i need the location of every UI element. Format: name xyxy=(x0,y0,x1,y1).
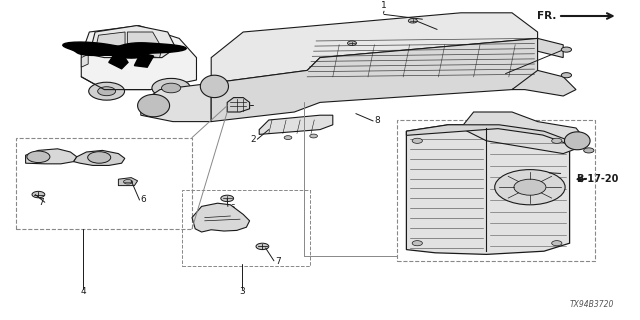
Polygon shape xyxy=(26,149,77,164)
Circle shape xyxy=(408,19,417,23)
Polygon shape xyxy=(138,94,170,117)
Polygon shape xyxy=(127,32,162,58)
Polygon shape xyxy=(406,125,570,145)
Circle shape xyxy=(284,136,292,140)
Circle shape xyxy=(310,134,317,138)
Text: 7: 7 xyxy=(38,198,44,207)
Bar xyxy=(182,190,310,266)
Circle shape xyxy=(98,87,116,96)
Circle shape xyxy=(561,47,572,52)
Polygon shape xyxy=(118,178,138,186)
Bar xyxy=(397,120,595,261)
Circle shape xyxy=(348,41,356,45)
Polygon shape xyxy=(259,115,333,134)
Text: 8: 8 xyxy=(562,169,568,178)
Text: 5: 5 xyxy=(255,100,260,109)
Circle shape xyxy=(32,191,45,198)
Text: 6: 6 xyxy=(141,196,147,204)
Text: 4: 4 xyxy=(81,287,86,296)
Text: 3: 3 xyxy=(239,287,244,296)
Circle shape xyxy=(552,138,562,143)
Text: TX94B3720: TX94B3720 xyxy=(570,300,614,309)
Circle shape xyxy=(552,241,562,246)
Circle shape xyxy=(584,148,594,153)
Circle shape xyxy=(152,78,190,98)
Circle shape xyxy=(514,179,546,195)
Polygon shape xyxy=(109,53,128,69)
Polygon shape xyxy=(74,150,125,165)
Text: 8: 8 xyxy=(374,116,380,125)
Circle shape xyxy=(124,180,132,184)
Circle shape xyxy=(161,83,180,93)
Text: FR.: FR. xyxy=(538,11,557,21)
Polygon shape xyxy=(81,54,88,67)
Text: 8: 8 xyxy=(507,68,513,77)
Text: B-17-20: B-17-20 xyxy=(576,174,618,184)
Circle shape xyxy=(27,151,50,163)
Polygon shape xyxy=(564,132,590,150)
Polygon shape xyxy=(211,38,538,122)
Polygon shape xyxy=(211,13,538,83)
Circle shape xyxy=(561,73,572,78)
Circle shape xyxy=(412,138,422,143)
Circle shape xyxy=(495,170,565,205)
Polygon shape xyxy=(512,70,576,96)
Polygon shape xyxy=(461,112,589,154)
Polygon shape xyxy=(81,26,196,90)
Text: 7: 7 xyxy=(275,257,281,266)
Polygon shape xyxy=(141,83,211,122)
Text: 6: 6 xyxy=(229,204,235,213)
Circle shape xyxy=(221,195,234,202)
Circle shape xyxy=(88,152,111,163)
Polygon shape xyxy=(134,53,154,67)
Text: 2: 2 xyxy=(250,135,256,144)
Text: 1: 1 xyxy=(381,1,387,10)
Polygon shape xyxy=(200,75,228,98)
Bar xyxy=(16,138,192,229)
Polygon shape xyxy=(192,203,250,232)
Polygon shape xyxy=(227,98,250,112)
Polygon shape xyxy=(406,125,570,254)
Polygon shape xyxy=(538,38,563,58)
Polygon shape xyxy=(95,32,125,54)
Polygon shape xyxy=(63,42,186,58)
Polygon shape xyxy=(90,26,176,58)
Circle shape xyxy=(412,241,422,246)
Text: 8: 8 xyxy=(438,24,444,33)
Circle shape xyxy=(89,82,125,100)
Circle shape xyxy=(256,243,269,250)
